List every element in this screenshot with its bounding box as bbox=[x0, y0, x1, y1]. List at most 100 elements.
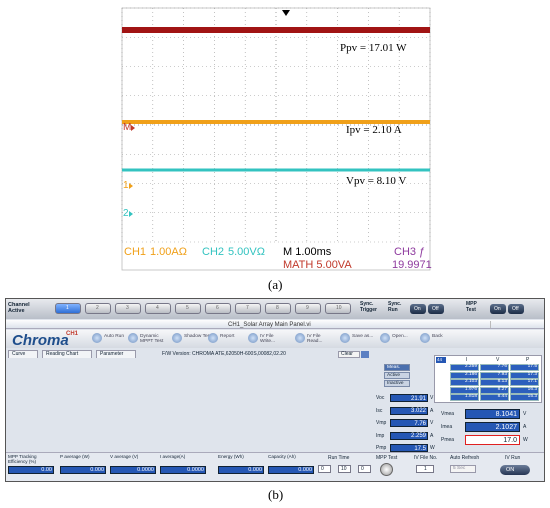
toolbar-button[interactable]: Auto Run bbox=[104, 334, 125, 339]
channel-button[interactable] bbox=[205, 303, 231, 314]
table-value: 1.818 bbox=[464, 394, 477, 400]
table-cell bbox=[510, 379, 539, 386]
toggle-button[interactable] bbox=[508, 304, 524, 314]
button-icon[interactable] bbox=[420, 333, 430, 343]
tab[interactable] bbox=[96, 350, 136, 358]
iv-run-button[interactable] bbox=[500, 465, 530, 475]
tab[interactable] bbox=[8, 350, 38, 358]
toolbar-button[interactable]: Shadow Test bbox=[184, 334, 212, 339]
toolbar-button[interactable]: IV File Read... bbox=[307, 334, 323, 345]
button-icon[interactable] bbox=[92, 333, 102, 343]
readout-box bbox=[390, 406, 428, 415]
stat-label: Capacity (Ah) bbox=[268, 454, 296, 459]
toolbar-button[interactable]: Save as... bbox=[352, 334, 374, 339]
mode-button[interactable] bbox=[384, 380, 410, 387]
table-value: 2.103 bbox=[464, 379, 477, 385]
button-icon[interactable] bbox=[172, 333, 182, 343]
tab-label[interactable]: Reading Chart bbox=[46, 351, 79, 357]
auto-refresh-box[interactable] bbox=[450, 465, 476, 473]
run-time-label: Run Time bbox=[328, 455, 350, 461]
table-cell bbox=[450, 371, 479, 379]
table-value: 8.13 bbox=[497, 379, 507, 385]
readout-value: 21.91 bbox=[410, 395, 426, 402]
readout-unit: A bbox=[430, 407, 434, 414]
mode-label[interactable]: Inactive bbox=[387, 380, 404, 386]
measurement-unit: V bbox=[523, 410, 527, 417]
readout-label: Vmp bbox=[376, 420, 387, 426]
toolbar-button[interactable]: Report bbox=[220, 334, 235, 339]
auto-refresh-value[interactable]: 5 Sec bbox=[453, 465, 466, 471]
channel-button[interactable] bbox=[295, 303, 321, 314]
toggle-label: Off bbox=[512, 306, 519, 312]
table-cell bbox=[480, 364, 509, 371]
run-time-value[interactable]: 10 bbox=[341, 465, 347, 472]
toolbar-button[interactable]: Back bbox=[432, 334, 443, 339]
table-cell bbox=[480, 371, 509, 379]
iv-file-no-value[interactable]: 1 bbox=[424, 465, 427, 472]
channel-button[interactable] bbox=[235, 303, 261, 314]
toggle-button[interactable] bbox=[410, 304, 426, 314]
trigger-level: 19.9971 bbox=[392, 259, 432, 271]
run-time-box[interactable] bbox=[358, 465, 371, 473]
ch2-marker-arrow bbox=[129, 211, 133, 217]
channel-button[interactable] bbox=[175, 303, 201, 314]
mpp-test-label: MPP Test bbox=[376, 455, 398, 461]
mode-label[interactable]: Active bbox=[387, 372, 401, 378]
table-value: 8.44 bbox=[497, 394, 507, 400]
toggle-button[interactable] bbox=[490, 304, 506, 314]
readout-box bbox=[390, 431, 428, 440]
mode-button[interactable] bbox=[384, 372, 410, 379]
math-scale: MATH 5.00VA bbox=[283, 259, 352, 271]
channel-button[interactable] bbox=[85, 303, 111, 314]
clear-dropdown[interactable] bbox=[361, 351, 369, 358]
firmware-version: F/W Version: CHROMA ATE,62050H-600S,0008… bbox=[162, 351, 286, 357]
screen-frame bbox=[121, 7, 431, 271]
toggle-button[interactable] bbox=[428, 304, 444, 314]
table-index-box bbox=[436, 357, 446, 363]
table-value: 7.76 bbox=[497, 364, 507, 370]
tab-label[interactable]: Curve bbox=[12, 351, 26, 357]
channel-button[interactable] bbox=[325, 303, 351, 314]
button-icon[interactable] bbox=[340, 333, 350, 343]
channel-button[interactable] bbox=[55, 303, 81, 314]
tab[interactable] bbox=[42, 350, 92, 358]
table-value: 2.186 bbox=[464, 371, 477, 377]
run-time-value[interactable]: 0 bbox=[361, 465, 364, 472]
toolbar-button[interactable]: Dynamic MPPT Test bbox=[140, 334, 164, 345]
run-time-box[interactable] bbox=[338, 465, 351, 473]
channel-button[interactable] bbox=[145, 303, 171, 314]
mpp-test-knob[interactable] bbox=[380, 463, 393, 476]
current-annotation: Ipv = 2.10 A bbox=[346, 124, 402, 136]
channel-button[interactable] bbox=[265, 303, 291, 314]
iv-file-no-box[interactable] bbox=[416, 465, 434, 473]
button-icon[interactable] bbox=[380, 333, 390, 343]
button-icon[interactable] bbox=[295, 333, 305, 343]
readout-unit: V bbox=[430, 395, 434, 401]
stat-box bbox=[8, 466, 54, 474]
stat-box bbox=[60, 466, 106, 474]
channel-button[interactable] bbox=[115, 303, 141, 314]
button-icon[interactable] bbox=[128, 333, 138, 343]
button-icon[interactable] bbox=[208, 333, 218, 343]
clear-button[interactable] bbox=[338, 351, 360, 358]
mode-button[interactable] bbox=[384, 364, 410, 371]
toolbar-button[interactable]: IV File Write... bbox=[260, 334, 276, 345]
ch1-label: CH1 bbox=[124, 246, 147, 258]
mode-label[interactable]: Meas. bbox=[387, 364, 401, 370]
table-header: P bbox=[526, 356, 530, 363]
title-bar bbox=[6, 320, 544, 329]
iv-run-value[interactable]: ON bbox=[506, 466, 515, 473]
measurement-unit: A bbox=[523, 423, 527, 430]
channel-number: 7 bbox=[246, 305, 249, 311]
run-time-value[interactable]: 0 bbox=[321, 465, 324, 472]
run-time-box[interactable] bbox=[318, 465, 331, 473]
button-icon[interactable] bbox=[248, 333, 258, 343]
channel-number: 6 bbox=[216, 305, 219, 311]
toolbar-button[interactable]: Open... bbox=[392, 334, 408, 339]
stat-label: MPP Tracking Efficiency (%) bbox=[8, 454, 37, 465]
tab-label[interactable]: Parameter bbox=[100, 351, 124, 357]
iv-run-label: IV Run bbox=[505, 455, 521, 461]
channel-number: 9 bbox=[306, 305, 309, 311]
clear-label[interactable]: Clear bbox=[341, 351, 353, 357]
measurement-label: Vmea bbox=[441, 410, 455, 417]
